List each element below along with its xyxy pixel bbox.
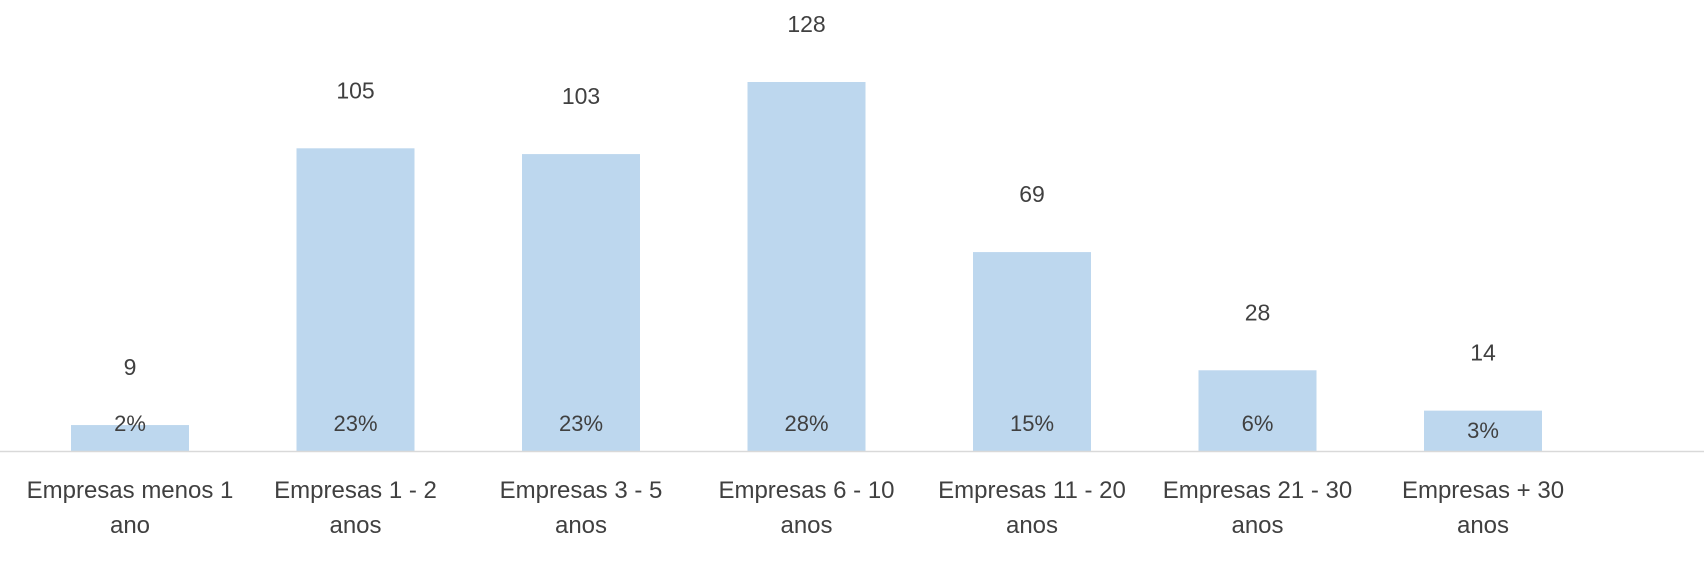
bar <box>296 148 415 451</box>
bar <box>1198 370 1317 451</box>
bar <box>973 252 1091 451</box>
bar <box>522 154 640 451</box>
category-label: anos <box>780 512 832 539</box>
value-label: 14 <box>1470 340 1496 366</box>
value-label: 128 <box>787 11 825 37</box>
category-label: anos <box>1006 512 1058 539</box>
percent-label: 6% <box>1242 411 1274 436</box>
percent-label: 23% <box>333 411 377 436</box>
value-label: 105 <box>336 77 374 103</box>
percent-label: 15% <box>1010 411 1054 436</box>
category-label: Empresas + 30 <box>1402 477 1564 504</box>
category-label: anos <box>329 512 381 539</box>
bar <box>71 425 189 451</box>
category-label: ano <box>110 512 150 539</box>
bars-layer <box>71 82 1542 451</box>
percent-label: 23% <box>559 411 603 436</box>
percent-label: 28% <box>784 411 828 436</box>
category-label: Empresas menos 1 <box>27 477 234 504</box>
labels-layer: 9 2% Empresas menos 1 ano 105 23% Empresas 1 -… <box>27 11 1564 539</box>
percent-label: 3% <box>1467 418 1499 443</box>
value-label: 69 <box>1019 181 1045 207</box>
category-label: Empresas 3 - 5 <box>500 477 663 504</box>
bar <box>747 82 866 451</box>
category-label: anos <box>1231 512 1283 539</box>
value-label: 9 <box>124 354 137 380</box>
category-label: anos <box>1457 512 1509 539</box>
value-label: 28 <box>1245 299 1271 325</box>
category-label: Empresas 11 - 20 <box>938 477 1126 504</box>
percent-label: 2% <box>114 411 146 436</box>
category-label: Empresas 21 - 30 <box>1163 477 1352 504</box>
bar <box>1424 410 1542 451</box>
value-label: 103 <box>562 83 600 109</box>
category-label: anos <box>555 512 607 539</box>
category-label: Empresas 1 - 2 <box>274 477 437 504</box>
category-label: Empresas 6 - 10 <box>718 477 894 504</box>
